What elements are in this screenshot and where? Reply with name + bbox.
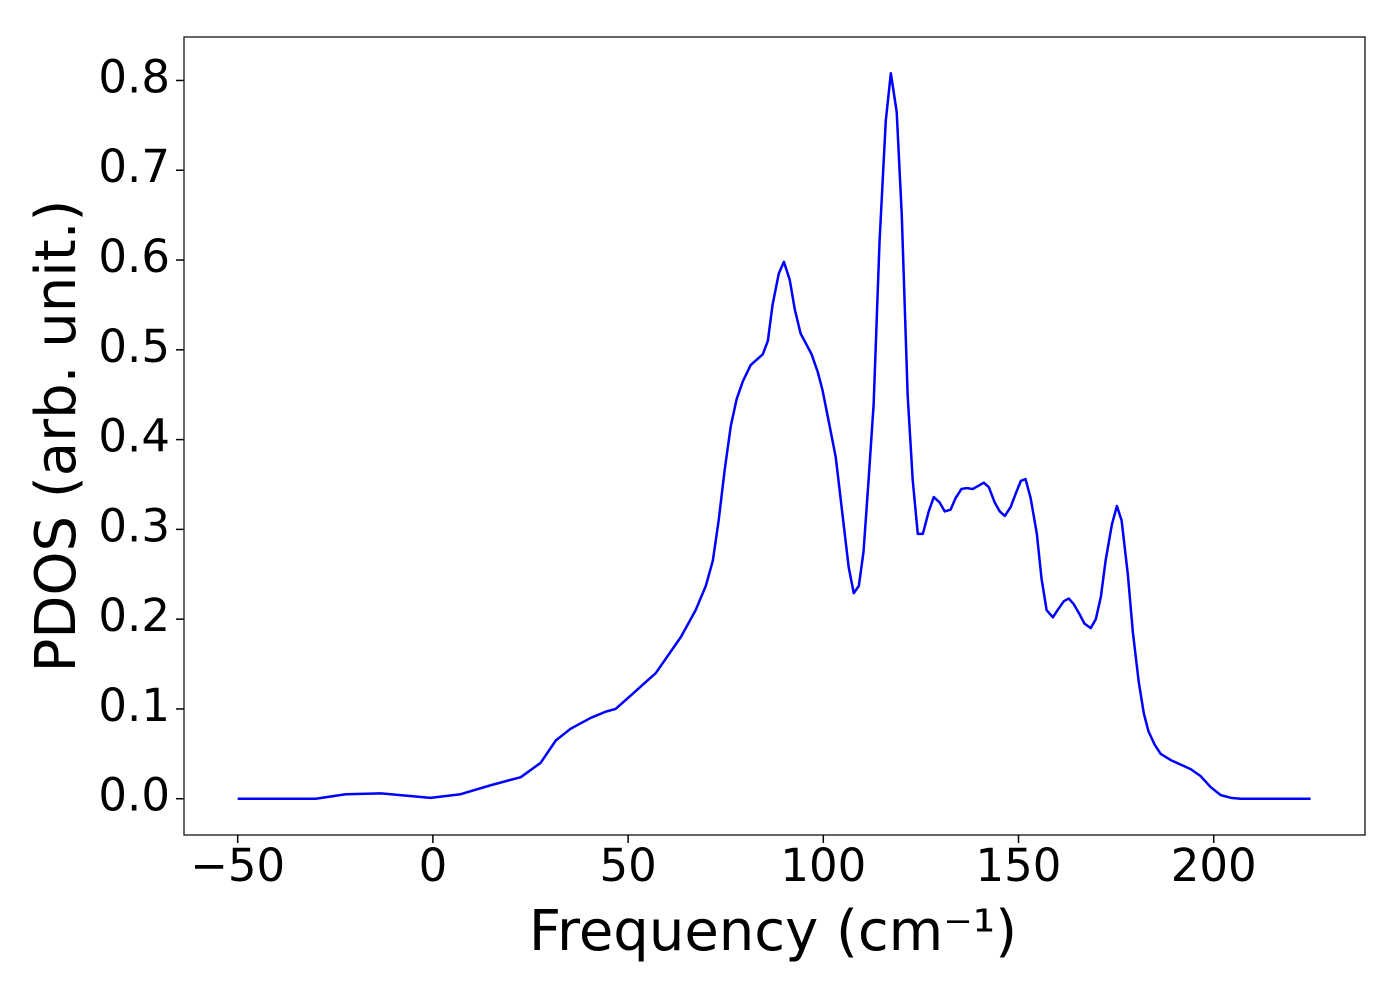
plot-frame xyxy=(183,36,1366,836)
y-tick-label: 0.6 xyxy=(98,230,170,283)
x-tick-label: 150 xyxy=(976,839,1062,892)
x-tick-label: −50 xyxy=(190,839,285,892)
x-tick-label: 0 xyxy=(419,839,448,892)
y-tick-label: 0.8 xyxy=(98,50,170,103)
y-tick-label: 0.1 xyxy=(98,679,170,732)
y-tick-label: 0.2 xyxy=(98,589,170,642)
x-tick-label: 200 xyxy=(1171,839,1257,892)
y-tick-label: 0.3 xyxy=(98,499,170,552)
y-tick-label: 0.4 xyxy=(98,410,170,463)
line-series xyxy=(237,72,1311,800)
y-axis-label: PDOS (arb. unit.) xyxy=(24,200,89,673)
x-axis-label: Frequency (cm⁻¹) xyxy=(529,899,1017,964)
y-tick-label: 0.7 xyxy=(98,140,170,193)
y-tick-label: 0.5 xyxy=(98,320,170,373)
x-tick-label: 50 xyxy=(599,839,656,892)
x-tick-label: 100 xyxy=(780,839,866,892)
y-tick-label: 0.0 xyxy=(98,769,170,822)
